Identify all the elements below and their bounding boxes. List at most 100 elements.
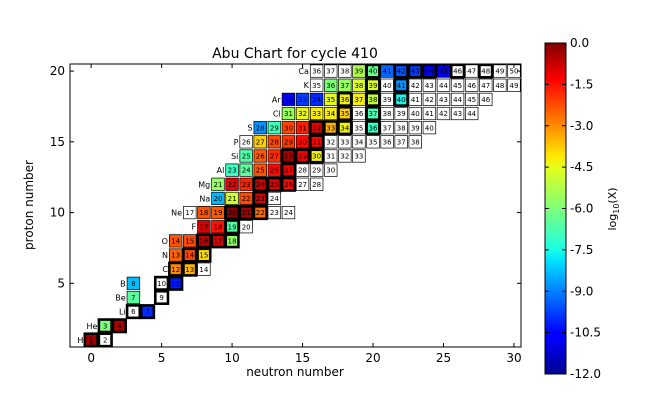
- isotope-mass-label: 32: [326, 138, 335, 146]
- isotope-cell: [324, 92, 338, 106]
- isotope-mass-label: 39: [369, 82, 378, 90]
- isotope-mass-label: 33: [312, 110, 321, 118]
- isotope-mass-label: 37: [397, 138, 406, 146]
- isotope-cell: [252, 190, 268, 206]
- isotope-cell: [308, 148, 325, 164]
- isotope-mass-label: 23: [256, 195, 265, 203]
- isotope-mass-label: 36: [383, 138, 392, 146]
- isotope-mass-label: 32: [340, 153, 349, 161]
- isotope-mass-label: 24: [256, 181, 265, 189]
- isotope-cell: [211, 206, 225, 220]
- isotope-cell: [211, 177, 225, 191]
- isotope-mass-label: 43: [453, 110, 462, 118]
- isotope-mass-label: 47: [467, 68, 476, 76]
- isotope-mass-label: 27: [270, 153, 279, 161]
- isotope-cell: [380, 64, 394, 78]
- isotope-mass-label: 3: [103, 322, 107, 330]
- colorbar-label-base: log: [606, 214, 619, 231]
- isotope-mass-label: 16: [199, 237, 208, 245]
- isotope-cell: [253, 163, 267, 177]
- isotope-cell: [196, 233, 212, 249]
- y-axis-ticks: 5 10 15 20: [50, 64, 521, 290]
- isotope-mass-label: 22: [242, 195, 251, 203]
- element-label: He: [87, 322, 98, 331]
- isotope-mass-label: 20: [228, 209, 237, 217]
- isotope-mass-label: 24: [270, 195, 279, 203]
- isotope-cell: [309, 177, 324, 191]
- isotope-mass-label: 7: [145, 308, 149, 316]
- colorbar-label-arg: (X): [606, 187, 619, 203]
- isotope-cell: [309, 78, 324, 92]
- isotope-mass-label: 30: [326, 167, 335, 175]
- isotope-cell: [97, 332, 113, 347]
- isotope-mass-label: 4: [117, 322, 122, 330]
- isotope-mass-label: 27: [256, 138, 265, 146]
- isotope-mass-label: 34: [354, 138, 363, 146]
- isotope-mass-label: 19: [214, 209, 223, 217]
- isotope-cell: [493, 64, 507, 78]
- element-label: H: [77, 336, 83, 345]
- isotope-cell: [324, 78, 338, 92]
- isotope-mass-label: 15: [199, 252, 208, 260]
- isotope-mass-label: 24: [242, 167, 251, 175]
- isotope-mass-label: 28: [270, 138, 279, 146]
- isotope-cell: [126, 290, 141, 305]
- isotope-mass-label: 33: [298, 96, 307, 104]
- isotope-mass-label: 10: [157, 280, 166, 288]
- y-tick-label: 20: [50, 64, 65, 78]
- isotope-cell: [308, 120, 325, 136]
- isotope-cell: [422, 78, 437, 92]
- isotope-cell: [338, 149, 352, 163]
- isotope-mass-label: 33: [326, 124, 335, 132]
- isotope-cell: [337, 91, 353, 107]
- isotope-cell: [267, 206, 282, 220]
- isotope-cell: [464, 64, 479, 78]
- isotope-cell: [308, 134, 325, 150]
- isotope-cell: [352, 135, 366, 149]
- isotope-cell: [380, 106, 394, 121]
- isotope-cell: [324, 106, 338, 121]
- isotope-mass-label: 44: [439, 82, 448, 90]
- y-axis-label: proton number: [22, 160, 36, 250]
- element-label: Na: [199, 194, 210, 203]
- isotope-mass-label: 49: [509, 82, 518, 90]
- isotope-cell: [493, 78, 507, 92]
- isotope-mass-label: 46: [453, 68, 462, 76]
- isotope-cell: [126, 276, 141, 290]
- isotope-mass-label: 13: [171, 252, 180, 260]
- isotope-cell: [380, 78, 394, 92]
- isotope-cell: [422, 121, 437, 135]
- colorbar-tick-label: -3.0: [570, 119, 593, 133]
- isotope-cell: [197, 206, 211, 220]
- isotope-cell: [408, 78, 422, 92]
- isotope-cell: [280, 148, 297, 164]
- isotope-cell: [281, 106, 296, 121]
- isotope-cell: [338, 135, 352, 149]
- isotope-cell: [238, 205, 254, 221]
- isotope-cell: [365, 77, 381, 93]
- isotope-mass-label: 17: [185, 209, 194, 217]
- element-label: N: [162, 251, 168, 260]
- isotope-cell: [183, 206, 197, 220]
- isotope-mass-label: 23: [242, 181, 251, 189]
- isotope-mass-label: 45: [439, 68, 448, 76]
- isotope-mass-label: 35: [312, 82, 321, 90]
- isotope-mass-label: 11: [171, 280, 180, 288]
- isotope-mass-label: 47: [481, 82, 490, 90]
- isotope-cell: [182, 247, 198, 263]
- isotope-mass-label: 23: [270, 209, 279, 217]
- isotope-cell: [323, 120, 339, 136]
- isotope-cell: [408, 135, 422, 149]
- isotope-cell: [183, 234, 197, 248]
- isotope-mass-label: 48: [495, 82, 504, 90]
- isotope-mass-label: 43: [425, 82, 434, 90]
- element-label: Al: [217, 166, 225, 175]
- colorbar-tick-label: -10.5: [570, 326, 601, 340]
- isotope-mass-label: 9: [159, 294, 163, 302]
- isotope-cell: [239, 220, 253, 234]
- isotope-cell: [225, 191, 239, 205]
- isotope-cell: [309, 163, 324, 177]
- isotope-cell: [280, 176, 297, 192]
- isotope-mass-label: 44: [453, 96, 462, 104]
- isotope-mass-label: 29: [298, 153, 307, 161]
